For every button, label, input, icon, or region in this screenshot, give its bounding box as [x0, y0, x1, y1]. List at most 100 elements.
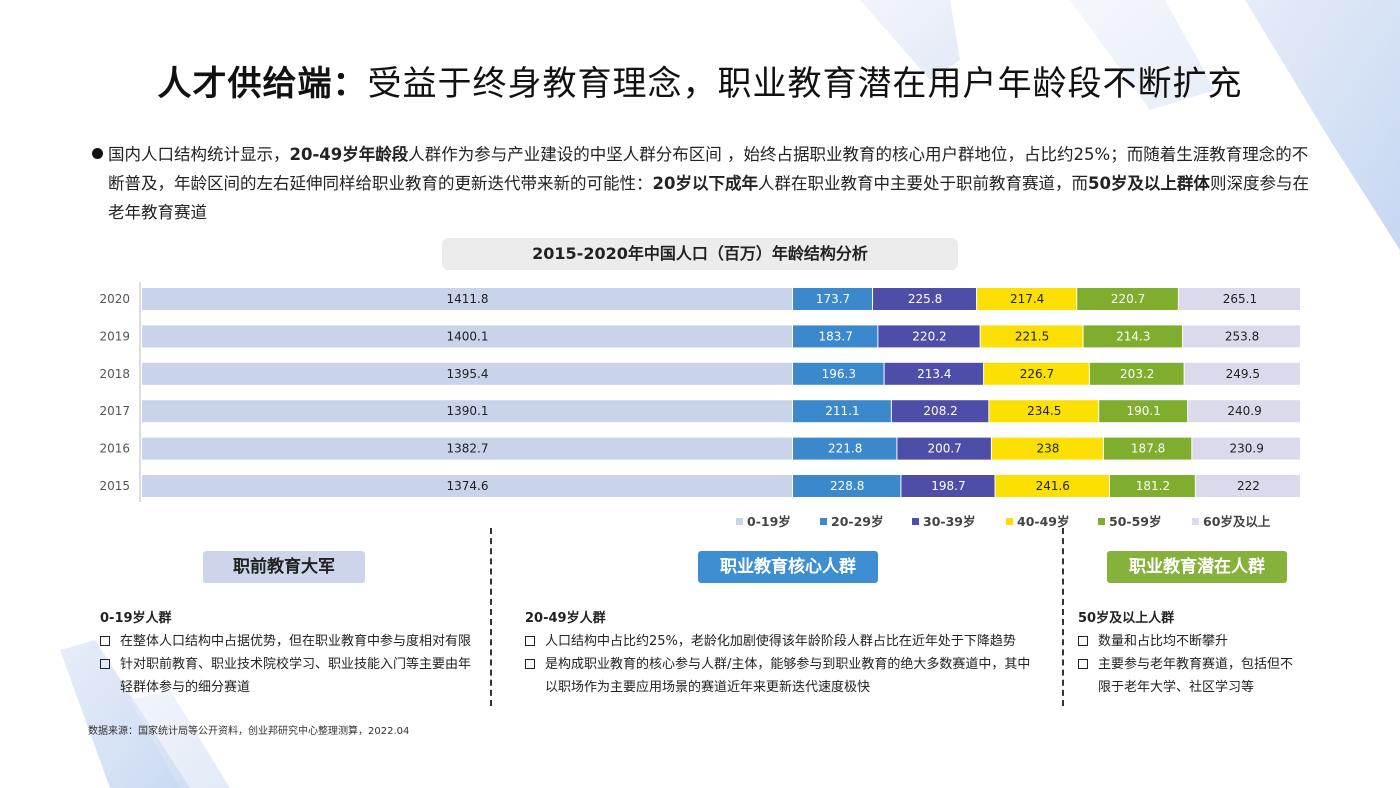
section-divider-right [1062, 528, 1064, 706]
bar-segment-20-29岁 [793, 288, 873, 310]
legend-swatch-20-29岁 [820, 518, 827, 525]
list-item: 人口结构中占比约25%，老龄化加剧使得该年龄阶段人群占比在近年处于下降趋势 [525, 630, 1035, 653]
section-heading: 50岁及以上人群 [1078, 611, 1175, 626]
data-label: 240.9 [1227, 404, 1261, 418]
legend-label: 0-19岁 [747, 514, 791, 529]
bar-segment-50-59岁 [1089, 362, 1184, 385]
bar-segment-60岁及以上 [1192, 437, 1300, 460]
bar-segment-0-19岁 [142, 400, 792, 423]
data-label: 221.8 [828, 442, 862, 456]
legend-label: 20-29岁 [831, 514, 883, 529]
data-label: 222 [1237, 479, 1260, 493]
data-label: 1411.8 [447, 292, 489, 306]
y-tick-label: 2016 [99, 442, 130, 456]
data-label: 1400.1 [447, 329, 489, 343]
bar-segment-60岁及以上 [1184, 362, 1300, 385]
data-label: 1382.7 [447, 442, 489, 456]
intro-text-1: 国内人口结构统计显示， [108, 145, 290, 164]
legend-swatch-0-19岁 [736, 518, 743, 525]
legend-label: 30-39岁 [923, 514, 975, 529]
list-item: 数量和占比均不断攀升 [1078, 630, 1303, 653]
data-label: 173.7 [816, 292, 850, 306]
data-label: 213.4 [917, 367, 951, 381]
pre-career-education-button: 职前教育大军 [203, 551, 365, 583]
bar-segment-30-39岁 [901, 475, 995, 497]
data-label: 1374.6 [447, 479, 489, 493]
bar-segment-20-29岁 [793, 362, 884, 385]
list-item-text: 在整体人口结构中占据优势，但在职业教育中参与度相对有限 [120, 634, 472, 649]
chart-title: 2015-2020年中国人口（百万）年龄结构分析 [442, 238, 958, 270]
checkbox-square-icon [100, 636, 110, 646]
section-core: 20-49岁人群 人口结构中占比约25%，老龄化加剧使得该年龄阶段人群占比在近年… [525, 607, 1035, 699]
legend-label: 60岁及以上 [1203, 514, 1271, 529]
bar-segment-60岁及以上 [1195, 475, 1300, 497]
bar-segment-30-39岁 [891, 400, 989, 423]
data-label: 1395.4 [447, 367, 489, 381]
data-label: 217.4 [1010, 292, 1044, 306]
bar-segment-50-59岁 [1099, 400, 1188, 423]
bar-segment-40-49岁 [991, 437, 1103, 460]
y-tick-label: 2020 [99, 292, 130, 306]
bar-segment-40-49岁 [977, 288, 1077, 310]
bar-segment-60岁及以上 [1178, 288, 1300, 310]
intro-text-3: 人群在职业教育中主要处于职前教育赛道，而 [757, 174, 1088, 193]
section-heading: 20-49岁人群 [525, 611, 606, 626]
data-label: 265.1 [1223, 292, 1257, 306]
bullet-dot-icon [92, 148, 103, 159]
bar-segment-20-29岁 [793, 325, 878, 348]
legend-label: 40-49岁 [1017, 514, 1069, 529]
list-item: 是构成职业教育的核心参与人群/主体，能够参与到职业教育的绝大多数赛道中，其中以职… [525, 653, 1035, 699]
data-label: 203.2 [1120, 367, 1154, 381]
y-tick-label: 2017 [99, 404, 130, 418]
bar-segment-30-39岁 [873, 288, 977, 310]
data-label: 221.5 [1015, 329, 1049, 343]
bar-segment-50-59岁 [1109, 475, 1195, 497]
checkbox-square-icon [1078, 659, 1088, 669]
potential-user-group-button: 职业教育潜在人群 [1107, 551, 1287, 583]
data-label: 253.8 [1225, 329, 1259, 343]
data-label: 214.3 [1116, 329, 1150, 343]
bar-segment-20-29岁 [793, 475, 901, 497]
checkbox-square-icon [525, 659, 535, 669]
list-item: 主要参与老年教育赛道，包括但不限于老年大学、社区学习等 [1078, 653, 1303, 699]
data-label: 238 [1036, 442, 1059, 456]
data-label: 211.1 [825, 404, 859, 418]
bar-segment-0-19岁 [142, 288, 792, 310]
section-heading: 0-19岁人群 [100, 611, 172, 626]
bar-segment-60岁及以上 [1188, 400, 1300, 423]
data-label: 249.5 [1226, 367, 1260, 381]
legend-swatch-50-59岁 [1098, 518, 1105, 525]
bar-segment-50-59岁 [1103, 437, 1192, 460]
intro-bold-2: 20岁以下成年 [652, 174, 758, 193]
page-title: 人才供给端：受益于终身教育理念，职业教育潜在用户年龄段不断扩充 [0, 56, 1400, 105]
list-item-text: 人口结构中占比约25%，老龄化加剧使得该年龄阶段人群占比在近年处于下降趋势 [545, 634, 1016, 649]
list-item: 在整体人口结构中占据优势，但在职业教育中参与度相对有限 [100, 630, 480, 653]
legend-swatch-60岁及以上 [1192, 518, 1199, 525]
bar-segment-60岁及以上 [1183, 325, 1300, 348]
data-label: 190.1 [1126, 404, 1160, 418]
data-label: 220.7 [1111, 292, 1145, 306]
legend-swatch-40-49岁 [1006, 518, 1013, 525]
intro-bold-1: 20-49岁年龄段 [289, 145, 409, 164]
intro-text-4: 则深度参与在老年教育赛道 [108, 174, 1309, 222]
y-tick-label: 2018 [99, 367, 130, 381]
data-label: 187.8 [1131, 442, 1165, 456]
data-label: 208.2 [923, 404, 957, 418]
bar-segment-0-19岁 [142, 325, 792, 348]
section-potential: 50岁及以上人群 数量和占比均不断攀升 主要参与老年教育赛道，包括但不限于老年大… [1078, 607, 1303, 699]
data-label: 230.9 [1229, 442, 1263, 456]
data-label: 241.6 [1036, 479, 1070, 493]
y-tick-label: 2015 [99, 479, 130, 493]
title-rest: 受益于终身教育理念，职业教育潜在用户年龄段不断扩充 [367, 64, 1243, 104]
data-label: 196.3 [822, 367, 856, 381]
legend-label: 50-59岁 [1109, 514, 1161, 529]
data-label: 225.8 [908, 292, 942, 306]
bar-segment-30-39岁 [897, 437, 991, 460]
bar-segment-40-49岁 [984, 362, 1089, 385]
checkbox-square-icon [100, 659, 110, 669]
stacked-bar-chart: 2020 1411.8 173.7 225.8 217.4 220.7 265.1 2019 1… [99, 282, 1300, 529]
list-item-text: 是构成职业教育的核心参与人群/主体，能够参与到职业教育的绝大多数赛道中，其中以职… [545, 657, 1031, 695]
list-item-text: 针对职前教育、职业技术院校学习、职业技能入门等主要由年轻群体参与的细分赛道 [120, 657, 472, 695]
data-label: 228.8 [830, 479, 864, 493]
bar-segment-20-29岁 [793, 437, 897, 460]
